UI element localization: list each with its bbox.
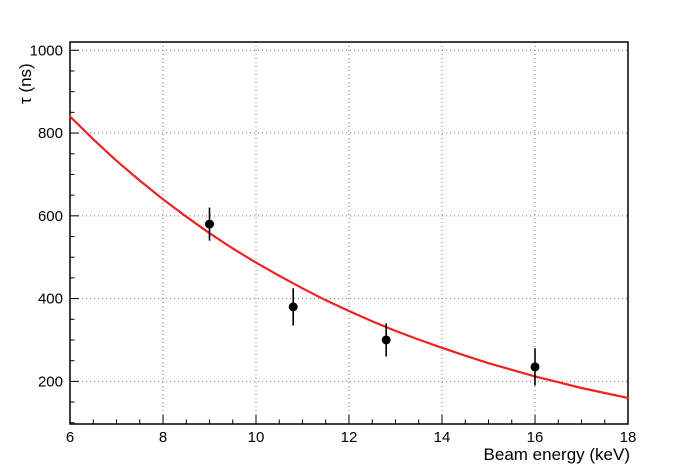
y-axis-label: τ (ns) (16, 63, 35, 104)
data-point (205, 219, 214, 229)
y-tick-label: 600 (38, 208, 63, 225)
x-tick-label: 18 (620, 429, 637, 446)
x-axis-label: Beam energy (keV) (483, 445, 630, 464)
y-tick-label: 200 (38, 373, 63, 390)
x-tick-label: 12 (341, 429, 358, 446)
y-tick-label: 400 (38, 291, 63, 308)
y-tick-label: 800 (38, 125, 63, 142)
x-tick-label: 10 (248, 429, 265, 446)
data-point (381, 335, 391, 345)
x-tick-label: 16 (527, 429, 544, 446)
data-point (530, 362, 540, 372)
y-tick-label: 1000 (30, 42, 63, 59)
x-tick-label: 8 (159, 429, 167, 446)
data-point (288, 302, 298, 312)
x-tick-label: 14 (434, 429, 451, 446)
x-tick-label: 6 (66, 429, 74, 446)
